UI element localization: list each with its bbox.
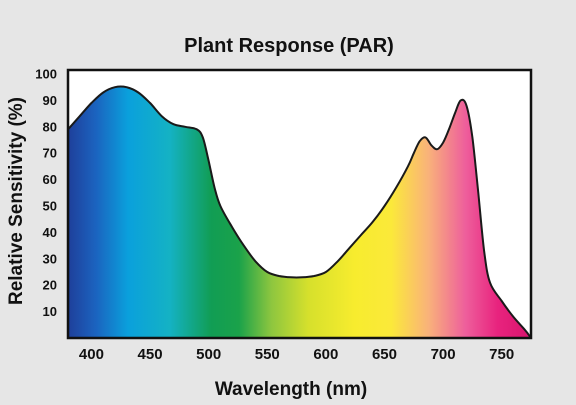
y-tick-label: 50 [43,199,57,214]
x-tick-label: 750 [489,346,514,363]
y-axis-label: Relative Sensitivity (%) [6,97,27,305]
spectrum-area [68,86,531,339]
y-tick-label: 80 [43,119,57,134]
y-tick-label: 90 [43,93,57,108]
y-tick-label: 40 [43,225,57,240]
y-tick-label: 70 [43,146,57,161]
series-line [67,85,532,339]
chart-title: Plant Response (PAR) [184,35,394,57]
y-axis-ticks: 10 20 30 40 50 60 70 80 90 100 [35,67,57,320]
y-tick-label: 60 [43,172,57,187]
y-tick-label: 100 [35,67,57,82]
y-tick-label: 30 [43,251,57,266]
x-tick-label: 500 [196,346,221,363]
x-tick-label: 550 [255,346,280,363]
x-tick-label: 650 [372,346,397,363]
x-axis-label: Wavelength (nm) [215,379,367,400]
plot-frame [66,68,533,340]
y-tick-label: 10 [43,304,57,319]
x-axis-ticks: 400 450 500 550 600 650 700 750 [79,346,514,363]
x-tick-label: 700 [431,346,456,363]
x-tick-label: 400 [79,346,104,363]
x-tick-label: 600 [313,346,338,363]
y-tick-label: 20 [43,278,57,293]
x-tick-label: 450 [138,346,163,363]
